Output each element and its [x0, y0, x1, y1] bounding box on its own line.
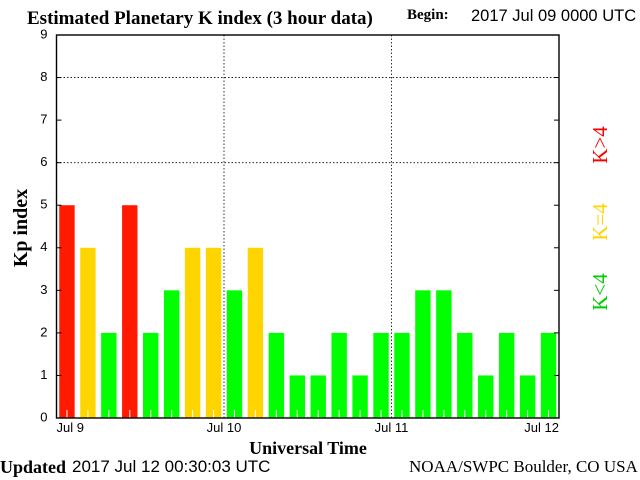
svg-text:5: 5: [40, 197, 47, 212]
svg-text:4: 4: [40, 239, 47, 254]
svg-text:Jul 12: Jul 12: [524, 420, 559, 435]
svg-text:Jul 10: Jul 10: [207, 420, 242, 435]
svg-text:Jul 11: Jul 11: [375, 420, 409, 435]
svg-text:3: 3: [40, 282, 47, 297]
svg-text:0: 0: [40, 409, 47, 424]
svg-text:9: 9: [40, 26, 47, 41]
svg-text:8: 8: [40, 69, 47, 84]
svg-text:Jul 9: Jul 9: [57, 420, 84, 435]
svg-text:6: 6: [40, 154, 47, 169]
svg-text:2: 2: [40, 324, 47, 339]
svg-text:1: 1: [40, 367, 47, 382]
svg-text:7: 7: [40, 112, 47, 127]
